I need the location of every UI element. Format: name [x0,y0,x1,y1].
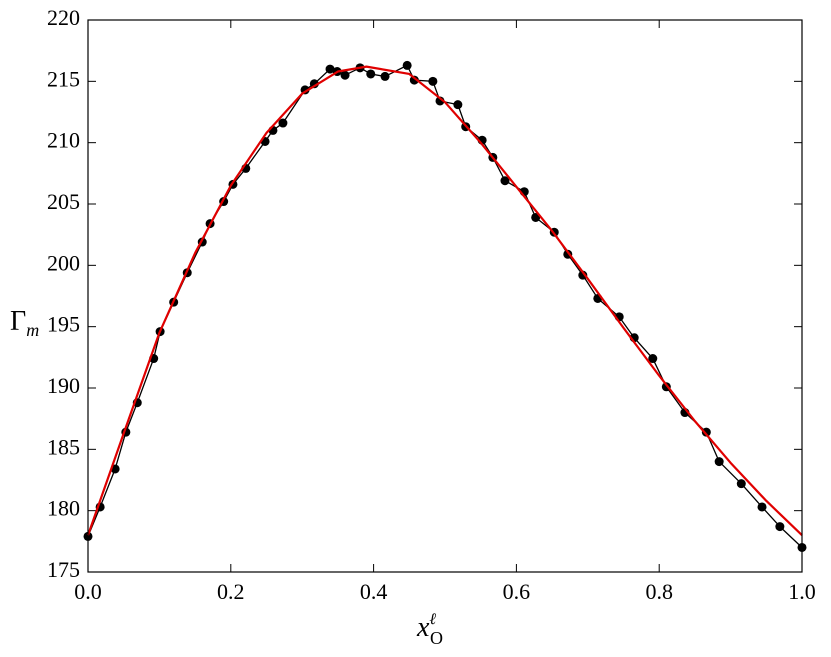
plot-frame [87,19,803,573]
data-point [500,176,510,186]
data-point [325,64,335,74]
x-axis-label: xℓ O [416,611,443,648]
y-tick-label: 195 [47,312,80,337]
data-point [278,118,288,128]
y-tick-label: 180 [47,496,80,521]
data-point [340,70,350,80]
series-line [86,65,803,536]
data-point [648,354,658,364]
data-point [736,479,746,489]
data-point [309,79,319,89]
x-label-sup: ℓ [429,611,436,628]
x-tick-label: 0.2 [217,579,245,604]
x-tick-label: 0.6 [503,579,531,604]
data-point [453,100,463,110]
x-tick-label: 1.0 [788,579,816,604]
y-tick-label: 200 [47,250,80,275]
data-point [714,457,724,467]
y-tick-label: 185 [47,434,80,459]
y-tick-label: 210 [47,128,80,153]
data-point [366,69,376,79]
data-point [428,76,438,86]
y-tick-label: 190 [47,373,80,398]
series-line [87,64,803,548]
x-tick-label: 0.4 [360,579,388,604]
x-label-base: x [416,612,430,643]
data-point [380,71,390,81]
y-tick-label: 205 [47,189,80,214]
x-tick-label: 0.8 [645,579,673,604]
y-axis-label: Γm [10,306,39,340]
data-point [531,212,541,222]
data-point [578,270,588,280]
y-tick-label: 175 [47,557,80,582]
x-tick-label: 0.0 [74,579,102,604]
y-label-sub: m [26,320,39,340]
y-label-base: Γ [10,306,26,337]
y-tick-label: 215 [47,66,80,91]
data-point [402,60,412,70]
data-point [775,522,785,532]
data-point [701,427,711,437]
x-label-sub: O [430,628,443,648]
data-point [757,502,767,512]
data-point [409,75,419,85]
y-tick-label: 220 [47,5,80,30]
